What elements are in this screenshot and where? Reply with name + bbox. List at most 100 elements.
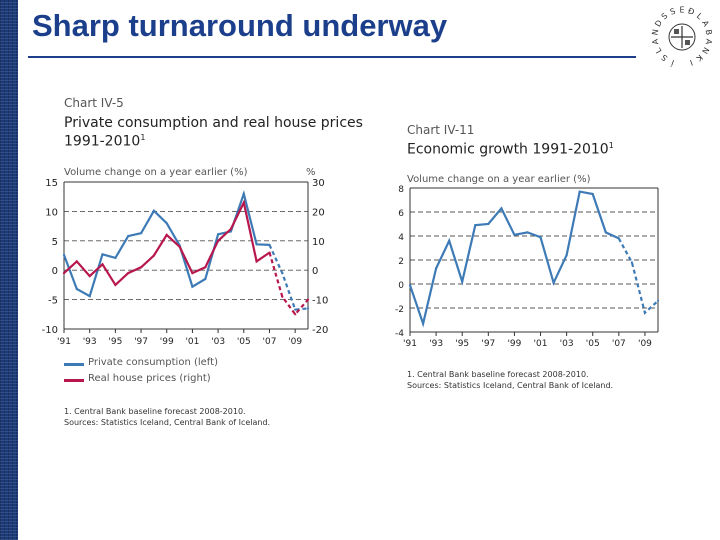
seal-quarter-mark xyxy=(674,29,679,34)
chart1-series-house-prices-point xyxy=(255,260,258,263)
chart1-series-house-prices-point xyxy=(152,254,155,257)
chart1-ylabel-right: % xyxy=(306,167,316,178)
chart2-xtick-label: '91 xyxy=(403,339,417,349)
chart1-series-house-prices-point xyxy=(306,298,310,301)
chart1-series-house-prices-point xyxy=(217,239,220,242)
chart2-plot: 8 6 4 2 0 -2 -4'91 '93 '95 '97 '99 '01 '03 '05 '07 '09 xyxy=(395,185,660,349)
chart1-series-house-prices-point xyxy=(294,313,297,316)
slide-title: Sharp turnaround underway xyxy=(32,8,448,43)
legend-swatch-consumption xyxy=(64,363,84,366)
chart2-series-growth-point xyxy=(591,192,594,196)
chart1-xtick-label: '95 xyxy=(108,337,122,347)
left-sidebar-band xyxy=(0,0,18,540)
chart2-ytick: 4 xyxy=(398,233,404,243)
sidebar-texture xyxy=(0,0,18,540)
chart1-series-house-prices-point xyxy=(88,275,91,278)
chart2-series-growth-point xyxy=(630,261,633,264)
chart1-series-consumption-point xyxy=(114,256,117,259)
chart2-series-growth-point xyxy=(565,254,568,257)
chart2-series-growth-point xyxy=(461,280,464,283)
chart1-series-house-prices-point xyxy=(75,260,78,263)
chart2-series-growth-actual xyxy=(408,190,620,328)
chart1-ytick-left: -5 xyxy=(48,296,58,307)
chart2-ytick: 6 xyxy=(398,209,404,219)
chart2-series-growth-point xyxy=(513,233,516,236)
chart1-series-consumption-point xyxy=(75,287,78,291)
seal-letter: A xyxy=(704,38,714,45)
chart2-series-growth-point xyxy=(487,222,490,226)
legend-label-consumption: Private consumption (left) xyxy=(88,357,218,368)
chart1-ytick-right: 0 xyxy=(312,266,318,277)
chart1-series-house-prices-actual xyxy=(63,199,271,287)
chart2-series-growth-forecast xyxy=(617,237,659,315)
chart1-ylabel-left: Volume change on a year earlier (%) xyxy=(64,167,248,178)
chart1-series-house-prices-point xyxy=(242,201,245,204)
chart1-series-consumption-point xyxy=(62,253,66,256)
chart1-title-line2: 1991-20101 xyxy=(64,133,145,150)
chart1-series-house-prices-point xyxy=(204,266,207,269)
seal-letter: E xyxy=(679,6,684,15)
chart2-ytick: -4 xyxy=(395,329,404,339)
chart1-plot: 15 30 10 20 5 10 0 0 -5 -10 -10 -20 '91 '93 '95 '97 '99 '… xyxy=(42,178,329,347)
seal-letter: Ð xyxy=(687,6,696,17)
chart2-xtick-label: '95 xyxy=(455,339,469,349)
chart1-xtick-label: '99 xyxy=(160,337,174,347)
chart1-xtick-label: '93 xyxy=(83,337,97,347)
chart2-series-growth-point xyxy=(500,207,503,210)
chart1-label: Chart IV-5 xyxy=(64,96,124,110)
chart2-series-growth-point xyxy=(552,281,555,284)
chart1-ytick-left: 0 xyxy=(52,266,58,277)
chart2-xtick-label: '07 xyxy=(612,339,626,349)
chart1-series-house-prices-point xyxy=(191,272,194,275)
chart1-xtick-label: '01 xyxy=(185,337,199,347)
chart1-series-house-prices-point xyxy=(114,283,117,286)
chart1-series-house-prices-forecast xyxy=(268,252,309,317)
chart1-series-consumption-point xyxy=(242,192,245,195)
chart2-ytick: 8 xyxy=(398,185,404,195)
chart1-series-house-prices-point xyxy=(268,251,271,254)
chart2-series-growth-point xyxy=(656,299,660,302)
seal-letter: N xyxy=(700,46,711,56)
chart1-series-house-prices-point xyxy=(127,272,130,275)
legend-swatch-house-prices xyxy=(64,379,84,382)
chart1-series-house-prices-point xyxy=(62,272,66,275)
seal-letter: S xyxy=(660,53,670,63)
seal-letter: A xyxy=(700,19,711,29)
chart2-series-growth-point xyxy=(539,236,542,239)
chart2-title-footnote-mark: 1 xyxy=(608,141,614,150)
chart2-ytick: 0 xyxy=(398,281,404,291)
chart1-series-house-prices-point xyxy=(229,227,232,231)
chart2-xtick-label: '99 xyxy=(507,339,521,349)
seal-letter: S xyxy=(669,7,677,17)
chart2-sources: Sources: Statistics Iceland, Central Ban… xyxy=(407,381,614,390)
chart1-series-consumption-point xyxy=(217,233,220,236)
seal-letter: N xyxy=(650,29,660,36)
chart1-series-consumption-point xyxy=(255,243,258,246)
chart1-series-consumption-forecast xyxy=(268,244,309,311)
chart2-series-growth-point xyxy=(643,311,646,314)
chart1-series-consumption-point xyxy=(101,253,104,256)
chart1-series-consumption-point xyxy=(268,243,271,246)
seal-letter: D xyxy=(653,19,664,29)
chart1-ytick-right: 20 xyxy=(312,207,325,218)
chart1-xtick-label: '91 xyxy=(57,337,71,347)
chart1-xtick-label: '03 xyxy=(211,337,225,347)
seal-letter: L xyxy=(653,46,663,55)
chart2-series-growth-point xyxy=(474,224,477,227)
chart1-series-house-prices-point xyxy=(165,233,168,236)
chart1-ytick-right: -10 xyxy=(312,296,328,307)
chart1-xtick-label: '09 xyxy=(288,337,302,347)
seal-letter: A xyxy=(650,38,660,45)
seal-letter: I xyxy=(689,58,694,67)
chart1-series-consumption-point xyxy=(152,209,155,212)
chart1-ytick-left: -10 xyxy=(42,325,58,336)
chart2-xtick-label: '09 xyxy=(638,339,652,349)
chart1-xtick-label: '07 xyxy=(263,337,277,347)
chart2-ytick: 2 xyxy=(398,257,404,267)
title-underline xyxy=(28,56,636,58)
chart2-series-growth-point xyxy=(617,237,620,240)
chart1-series-consumption-actual xyxy=(62,189,270,298)
chart2-series-growth-point xyxy=(435,267,438,270)
seal-letter: K xyxy=(694,53,704,64)
chart1-series-consumption-point xyxy=(88,295,91,298)
